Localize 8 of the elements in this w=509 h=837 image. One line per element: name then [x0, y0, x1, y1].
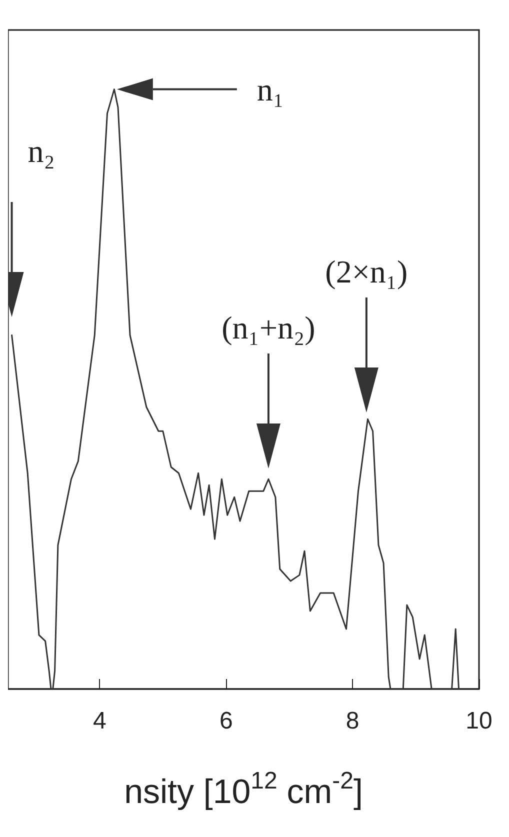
- x-tick-label: 4: [92, 708, 106, 734]
- x-tick-label: 10: [466, 708, 492, 734]
- annotation: n₂: [28, 132, 55, 169]
- annotation: n₁: [256, 71, 284, 108]
- x-tick-label: 8: [346, 708, 360, 734]
- annotation: (n₁+n₂): [222, 310, 316, 346]
- x-tick-label: 6: [219, 708, 233, 734]
- annotation: (2×n₁): [325, 254, 408, 290]
